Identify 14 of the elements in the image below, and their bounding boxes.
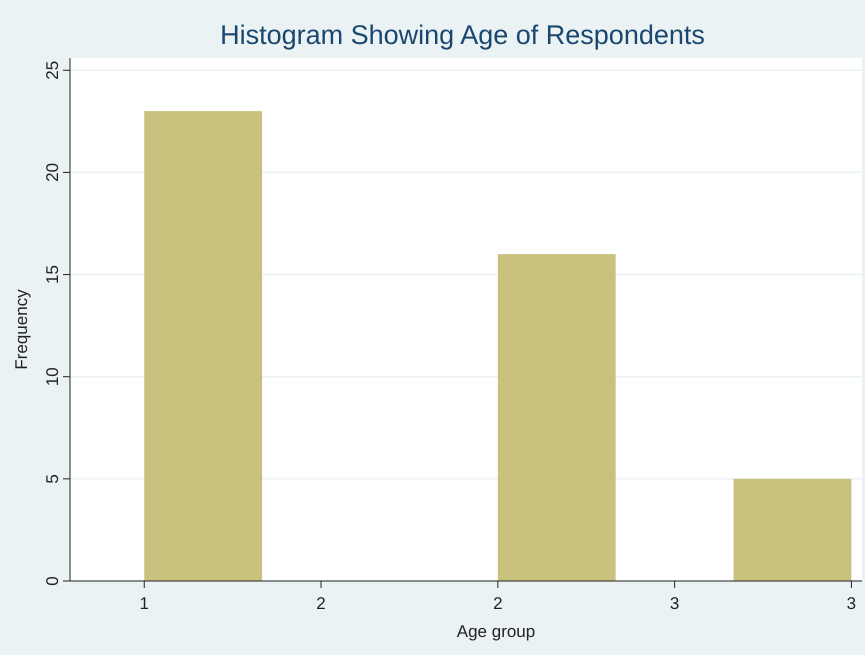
y-axis-title: Frequency [12,288,31,370]
x-tick-label: 1 [140,594,149,613]
x-tick-label: 2 [316,594,326,613]
y-tick-label: 5 [43,474,62,484]
y-tick-label: 0 [43,576,62,586]
x-tick-label: 2 [493,594,503,613]
chart-title: Histogram Showing Age of Respondents [220,20,705,50]
x-tick-label: 3 [670,594,680,613]
x-tick-label: 3 [846,594,856,613]
y-tick-label: 10 [43,367,62,386]
x-axis-title: Age group [456,622,536,641]
y-tick-label: 20 [43,162,62,182]
y-tick-label: 15 [43,265,62,284]
y-tick-label: 25 [43,60,62,80]
